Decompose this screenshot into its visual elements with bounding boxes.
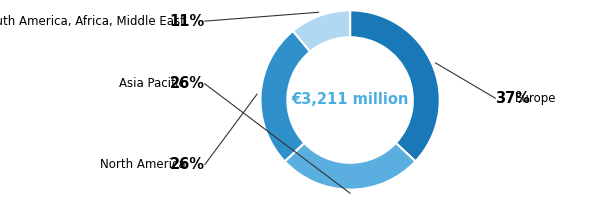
Wedge shape bbox=[260, 31, 310, 161]
Text: South America, Africa, Middle East: South America, Africa, Middle East bbox=[0, 15, 185, 28]
Wedge shape bbox=[350, 10, 440, 161]
Text: 37%: 37% bbox=[496, 91, 530, 106]
Wedge shape bbox=[285, 143, 415, 190]
Text: North America: North America bbox=[100, 158, 185, 171]
Text: 26%: 26% bbox=[170, 76, 205, 91]
Text: €3,211 million: €3,211 million bbox=[292, 92, 409, 108]
Text: Europe: Europe bbox=[515, 92, 557, 105]
Text: Asia Pacific: Asia Pacific bbox=[119, 77, 185, 90]
Text: 11%: 11% bbox=[170, 14, 205, 29]
Wedge shape bbox=[293, 10, 350, 52]
Text: 26%: 26% bbox=[170, 157, 205, 172]
